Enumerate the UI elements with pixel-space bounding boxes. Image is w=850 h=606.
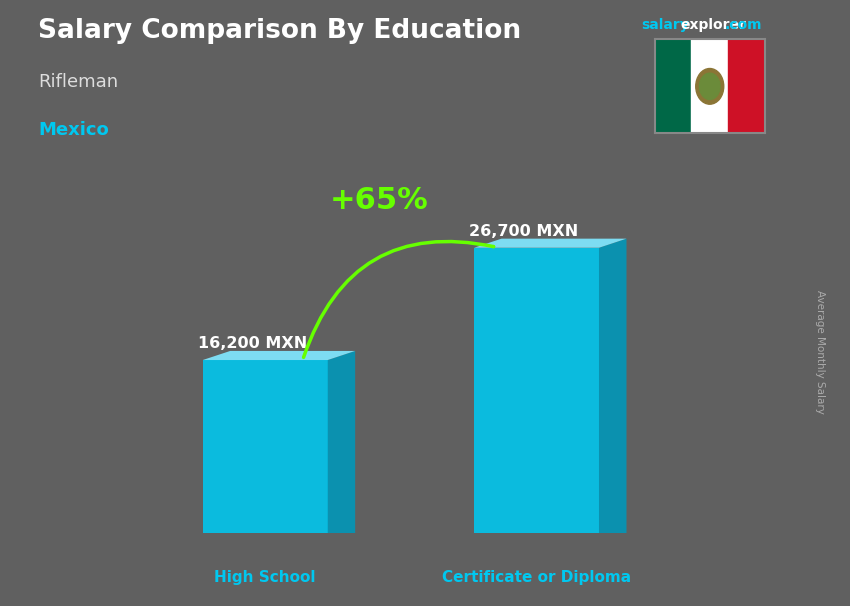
Text: +65%: +65% bbox=[330, 186, 428, 215]
Text: 26,700 MXN: 26,700 MXN bbox=[469, 224, 579, 239]
Bar bbox=[654, 39, 691, 133]
Text: .com: .com bbox=[725, 18, 762, 32]
Text: salary: salary bbox=[642, 18, 689, 32]
Polygon shape bbox=[202, 351, 355, 360]
Polygon shape bbox=[474, 239, 626, 248]
Bar bbox=[728, 39, 765, 133]
Polygon shape bbox=[599, 239, 626, 533]
Bar bbox=[691, 39, 728, 133]
Polygon shape bbox=[327, 351, 355, 533]
Polygon shape bbox=[474, 248, 599, 533]
Text: Rifleman: Rifleman bbox=[38, 73, 118, 91]
Text: 16,200 MXN: 16,200 MXN bbox=[198, 336, 308, 351]
Text: Mexico: Mexico bbox=[38, 121, 109, 139]
Text: Salary Comparison By Education: Salary Comparison By Education bbox=[38, 18, 521, 44]
Text: explorer: explorer bbox=[680, 18, 746, 32]
Polygon shape bbox=[202, 360, 327, 533]
FancyArrowPatch shape bbox=[303, 242, 494, 358]
Text: Certificate or Diploma: Certificate or Diploma bbox=[442, 570, 631, 585]
Circle shape bbox=[696, 68, 723, 104]
Text: High School: High School bbox=[214, 570, 316, 585]
Text: Average Monthly Salary: Average Monthly Salary bbox=[815, 290, 825, 413]
Circle shape bbox=[700, 73, 720, 99]
